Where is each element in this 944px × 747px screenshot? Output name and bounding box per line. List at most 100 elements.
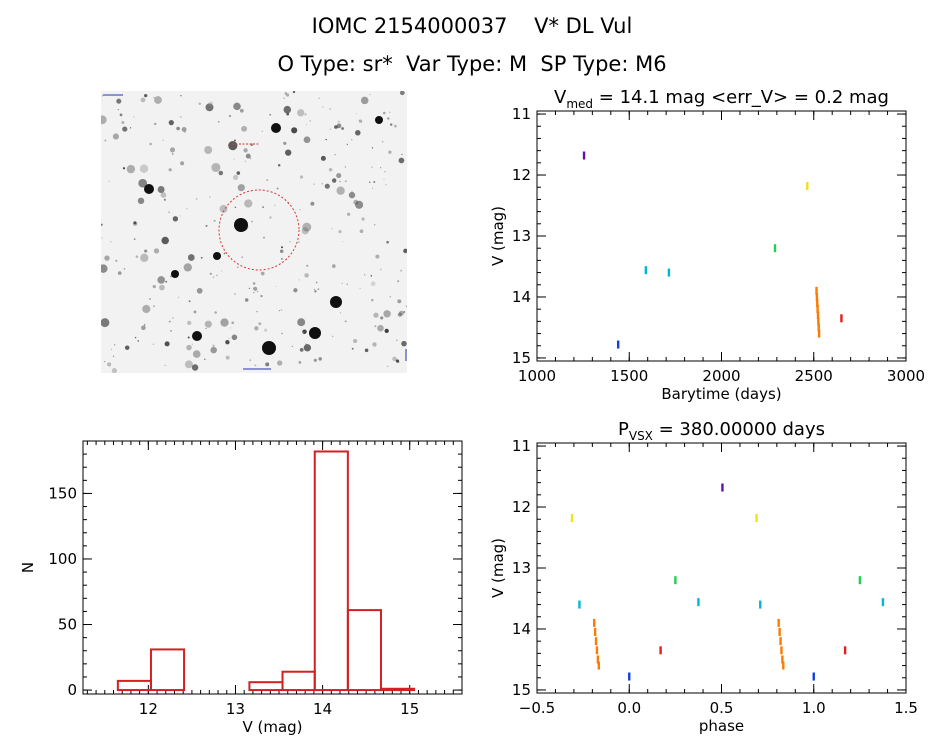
sky-star	[387, 365, 389, 367]
sky-star	[230, 327, 232, 329]
sky-star	[313, 288, 315, 291]
data-point	[777, 618, 780, 627]
y-axis-label: N	[19, 562, 37, 573]
sky-star	[152, 343, 155, 345]
data-point	[778, 628, 781, 637]
sky-star	[196, 287, 203, 294]
sky-star	[200, 256, 203, 259]
sky-star	[292, 91, 296, 94]
data-point	[644, 266, 648, 275]
data-point	[782, 661, 785, 670]
sky-star	[329, 108, 331, 110]
sky-star	[223, 252, 226, 255]
data-point	[816, 299, 819, 308]
sky-star	[372, 342, 377, 347]
sky-star	[351, 190, 353, 192]
sky-star	[283, 105, 292, 114]
sky-star	[254, 326, 259, 331]
sky-star	[244, 298, 249, 302]
sky-star	[171, 317, 174, 319]
sky-star	[313, 183, 315, 185]
sky-star	[344, 166, 347, 168]
sky-star	[140, 97, 146, 103]
sky-star	[297, 109, 305, 117]
sky-star	[256, 310, 258, 313]
sky-star	[301, 227, 309, 235]
histogram-bar	[313, 450, 349, 692]
sky-star	[398, 157, 405, 164]
title-rest: = 14.1 mag <err_V> = 0.2 mag	[593, 87, 889, 108]
sky-star	[101, 237, 103, 239]
sky-star	[403, 248, 407, 254]
sky-star	[291, 345, 293, 348]
sky-star	[170, 330, 172, 332]
sky-star	[191, 364, 199, 371]
sky-star	[358, 119, 363, 123]
sky-star	[101, 115, 107, 125]
y-tick-label: 15	[512, 681, 531, 699]
sky-star	[243, 148, 248, 153]
sky-star	[289, 241, 291, 243]
sky-star	[346, 212, 351, 216]
sky-star	[233, 102, 241, 111]
x-tick-label: 15	[400, 700, 419, 718]
sky-star	[133, 116, 135, 118]
sky-star	[338, 229, 342, 234]
sky-star	[262, 341, 276, 355]
data-point	[674, 576, 677, 585]
sky-star	[337, 120, 340, 123]
sky-star	[339, 312, 342, 314]
sky-star	[328, 167, 333, 172]
sky-star	[137, 340, 140, 342]
plot-frame	[536, 442, 907, 694]
data-point	[812, 672, 815, 681]
sky-star	[256, 290, 259, 293]
sky-star	[140, 253, 149, 262]
sky-star	[305, 124, 308, 126]
sky-star	[138, 178, 148, 188]
sky-star	[405, 305, 407, 307]
sky-star	[115, 259, 118, 262]
sky-star	[260, 271, 265, 276]
sky-star	[149, 142, 152, 146]
sky-star	[346, 283, 348, 285]
sky-star	[204, 320, 212, 328]
sky-star	[383, 310, 391, 318]
sky-star	[180, 94, 182, 97]
sky-star	[191, 343, 193, 345]
sky-star	[264, 328, 268, 332]
sky-star	[170, 275, 172, 278]
sky-star	[314, 290, 317, 293]
sky-star	[262, 206, 265, 209]
x-tick-label: 2000	[702, 367, 740, 385]
sky-star	[359, 229, 364, 234]
sky-star	[374, 224, 376, 226]
data-point	[840, 314, 843, 323]
sky-star	[298, 279, 300, 281]
sky-star	[298, 241, 300, 243]
sky-star	[387, 117, 390, 120]
y-tick-label: 13	[512, 227, 531, 245]
x-tick-label: 0.5	[710, 699, 734, 717]
sky-star	[169, 147, 176, 153]
sky-star	[400, 269, 403, 272]
sky-star	[284, 92, 288, 95]
x-tick-label: 12	[139, 700, 158, 718]
sky-star	[212, 276, 215, 278]
sky-star	[331, 264, 336, 268]
sky-star	[101, 318, 110, 328]
sky-star	[304, 273, 309, 278]
sky-star	[165, 280, 168, 283]
sky-star	[239, 108, 244, 113]
histogram-bar	[346, 609, 382, 692]
sky-star	[231, 334, 238, 341]
sky-star	[403, 310, 406, 314]
histogram-bar	[149, 648, 186, 692]
plot-title: PVSX = 380.00000 days	[618, 419, 825, 443]
sky-star	[383, 178, 385, 180]
data-point	[593, 628, 597, 637]
sky-star	[283, 141, 287, 145]
y-tick-label: 100	[48, 550, 77, 568]
data-point	[843, 646, 847, 655]
